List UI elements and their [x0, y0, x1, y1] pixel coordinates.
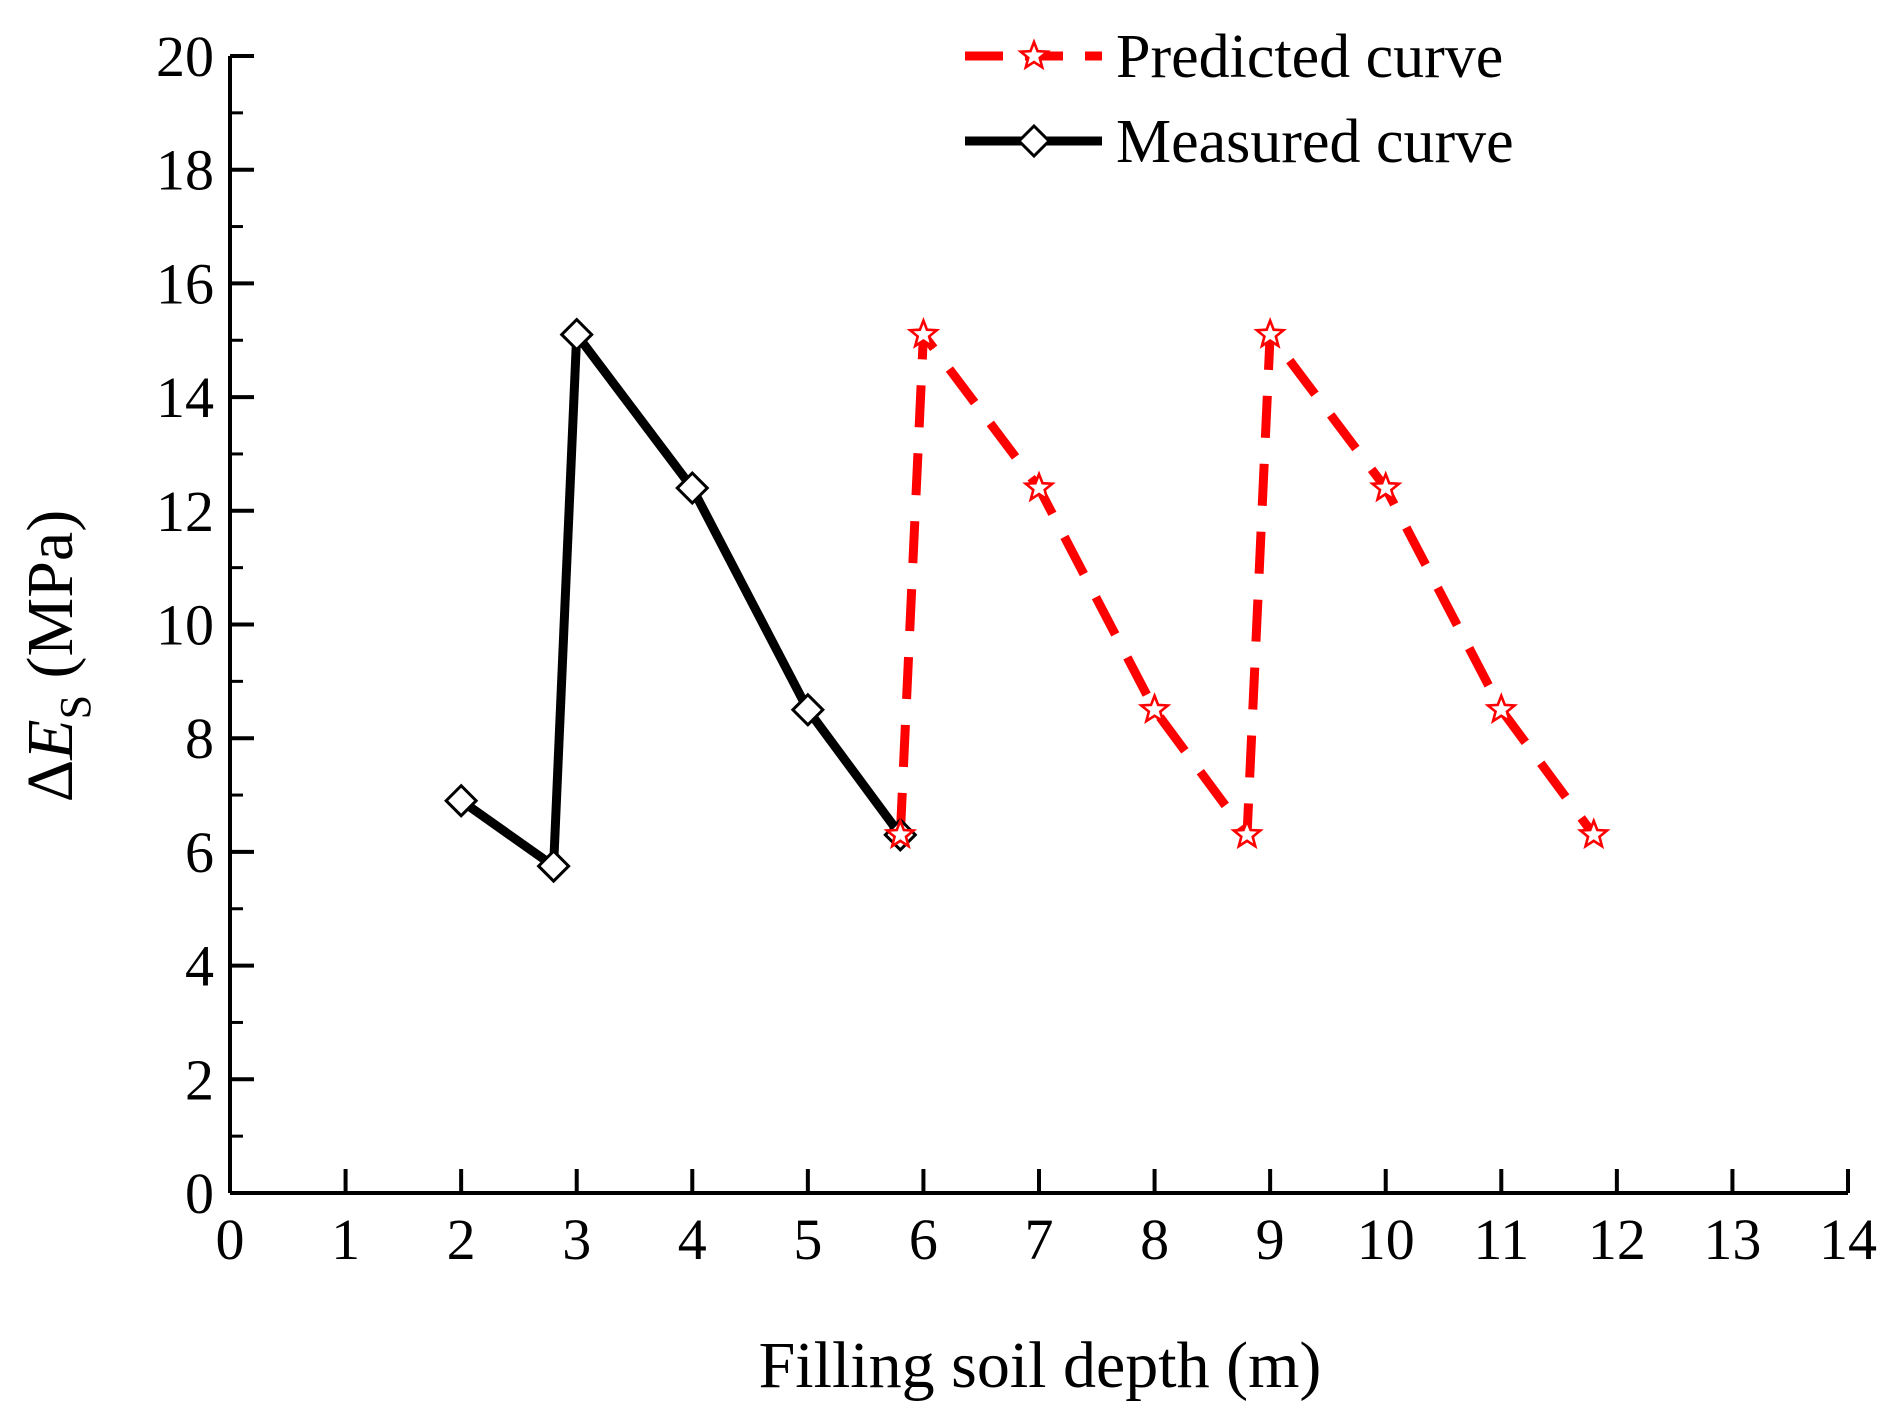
axis-titles: Filling soil depth (m) ΔES (MPa)	[14, 510, 1321, 1402]
x-tick-label: 12	[1588, 1207, 1646, 1272]
legend-label-0: Predicted curve	[1116, 23, 1503, 91]
x-tick-label: 5	[793, 1207, 822, 1272]
legend: Predicted curve Measured curve	[965, 23, 1514, 176]
y-tick-label: 10	[156, 593, 214, 658]
measured-point	[536, 848, 571, 884]
x-tick-label: 11	[1473, 1207, 1529, 1272]
predicted-point	[1137, 692, 1172, 725]
y-tick-label: 0	[185, 1161, 214, 1226]
predicted-point	[1022, 470, 1056, 503]
predicted-point	[1253, 316, 1287, 349]
plot-series	[444, 316, 1611, 884]
y-tick-label: 20	[156, 24, 214, 89]
x-tick-label: 4	[678, 1207, 707, 1272]
series-line-measured	[458, 330, 904, 871]
measured-point	[790, 692, 825, 727]
measured-point	[675, 470, 710, 506]
x-tick-label: 1	[331, 1207, 360, 1272]
predicted-point	[1368, 470, 1403, 503]
y-axis-title: ΔES (MPa)	[14, 510, 100, 802]
x-axis-title: Filling soil depth (m)	[759, 1329, 1322, 1402]
y-tick-label: 14	[156, 365, 214, 430]
y-tick-label: 6	[185, 820, 214, 885]
y-tick-label: 4	[185, 934, 214, 999]
y-tick-label: 12	[156, 479, 214, 544]
x-tick-label: 14	[1819, 1207, 1877, 1272]
x-tick-label: 2	[447, 1207, 476, 1272]
predicted-point	[1576, 817, 1611, 850]
legend-label-1: Measured curve	[1116, 108, 1514, 176]
x-tick-label: 13	[1703, 1207, 1761, 1272]
predicted-point	[883, 817, 918, 850]
x-tick-label: 0	[216, 1207, 245, 1272]
x-tick-label: 10	[1357, 1207, 1415, 1272]
predicted-point	[1230, 817, 1264, 850]
legend-marker-0	[1017, 38, 1051, 71]
y-title-symbol: E	[14, 719, 87, 760]
measured-point	[559, 317, 594, 352]
x-tick-label: 6	[909, 1207, 938, 1272]
y-tick-label: 2	[185, 1047, 214, 1112]
series-line-predicted	[895, 330, 1598, 840]
measured-point	[444, 783, 479, 818]
x-tick-label: 8	[1140, 1207, 1169, 1272]
x-tick-label: 7	[1025, 1207, 1054, 1272]
predicted-point	[1484, 692, 1519, 725]
x-tick-label: 3	[562, 1207, 591, 1272]
y-title-delta: Δ	[14, 760, 87, 802]
y-tick-label: 16	[156, 251, 214, 316]
legend-marker-1	[1016, 123, 1052, 159]
y-tick-label: 8	[185, 706, 214, 771]
y-tick-label: 18	[156, 138, 214, 203]
y-title-unit: (MPa)	[14, 510, 87, 695]
x-tick-label: 9	[1256, 1207, 1285, 1272]
y-title-subscript: S	[51, 695, 100, 719]
predicted-point	[906, 316, 941, 349]
